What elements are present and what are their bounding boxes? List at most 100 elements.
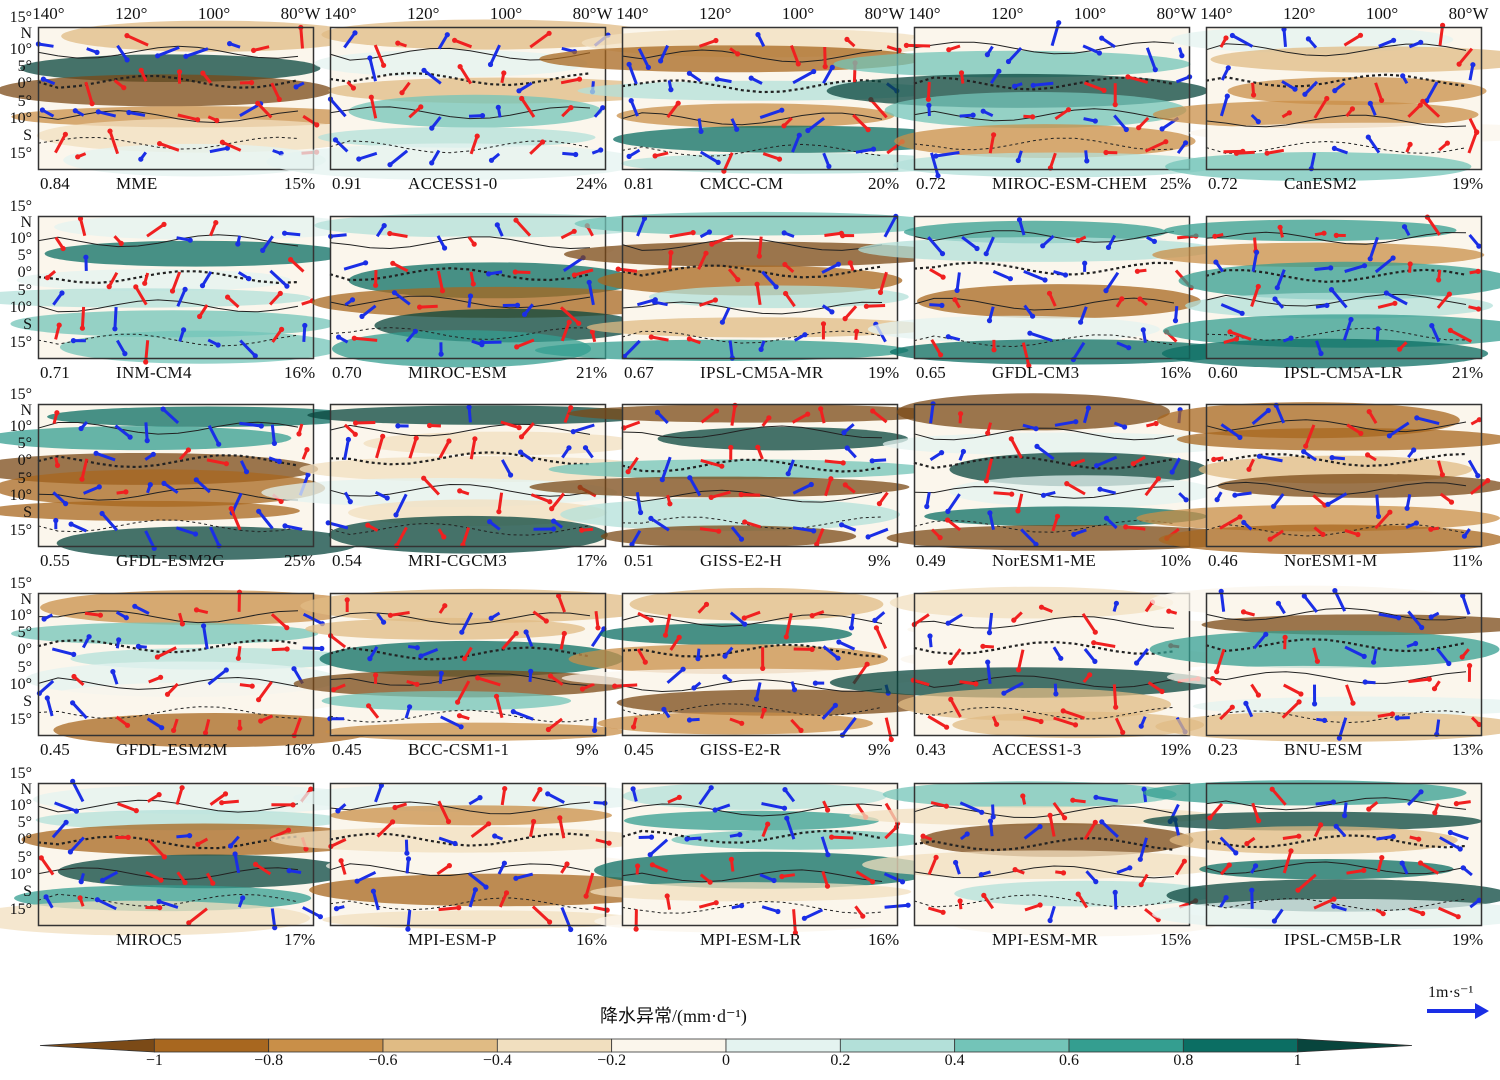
wind-arrow-head xyxy=(164,691,171,697)
wind-arrow-head xyxy=(314,122,320,128)
wind-arrow-head xyxy=(228,506,234,512)
wind-arrow-head xyxy=(479,339,485,346)
wind-arrow-head xyxy=(1324,95,1330,102)
latitude-label: 15° xyxy=(9,575,32,592)
wind-arrow xyxy=(329,634,347,649)
wind-arrow-head xyxy=(1467,663,1473,669)
percent-label: 15% xyxy=(1160,930,1192,949)
wind-arrow-head xyxy=(70,338,76,344)
wind-arrow xyxy=(1407,610,1423,629)
precip-anomaly-band xyxy=(616,103,895,128)
wind-arrow-head xyxy=(876,501,882,507)
model-name: IPSL-CM5A-LR xyxy=(1284,363,1403,382)
model-name: INM-CM4 xyxy=(116,363,192,382)
wind-arrow-head xyxy=(1397,346,1403,352)
wind-arrow-head xyxy=(1223,895,1229,901)
contour-line xyxy=(621,143,883,157)
longitude-label: 100° xyxy=(781,4,815,23)
wind-arrow-head xyxy=(835,655,841,661)
wind-arrow-head xyxy=(179,785,185,791)
wind-arrow xyxy=(1449,831,1469,841)
map-panel-canesm2 xyxy=(1152,22,1500,182)
wind-arrow xyxy=(70,522,87,533)
wind-arrow xyxy=(906,43,931,48)
precip-anomaly-band xyxy=(16,269,291,292)
wind-arrow-head xyxy=(1273,402,1279,408)
colorbar-tick-label: 0.8 xyxy=(1173,1052,1194,1069)
wind-arrow-head xyxy=(413,435,419,441)
wind-arrow xyxy=(1467,131,1479,154)
wind-arrow xyxy=(563,407,573,424)
pattern-correlation: 0.23 xyxy=(1208,740,1238,759)
wind-arrow-head xyxy=(161,480,167,486)
wind-arrow-head xyxy=(256,508,262,514)
precip-anomaly-band xyxy=(594,851,939,889)
wind-arrow-head xyxy=(659,477,665,483)
wind-arrow-head xyxy=(925,96,931,102)
wind-arrow-head xyxy=(546,30,552,36)
wind-arrow-head xyxy=(1040,492,1047,498)
wind-arrow-head xyxy=(647,852,653,858)
wind-arrow xyxy=(1283,683,1302,696)
latitude-label: 5° xyxy=(17,247,32,264)
wind-arrow xyxy=(550,492,565,510)
precip-anomaly-band xyxy=(886,524,1257,551)
wind-arrow xyxy=(209,792,227,806)
wind-arrow xyxy=(343,439,350,460)
wind-arrow xyxy=(1100,36,1116,49)
wind-arrow xyxy=(982,894,995,910)
wind-arrow-head xyxy=(256,697,262,703)
wind-arrow-head xyxy=(1137,856,1143,862)
wind-arrow xyxy=(394,493,408,516)
wind-arrow-head xyxy=(442,603,448,609)
precip-anomaly-band xyxy=(33,784,376,815)
wind-arrow-head xyxy=(1396,615,1402,621)
wind-arrow-head xyxy=(698,128,704,134)
wind-arrow-head xyxy=(70,778,76,784)
wind-arrow xyxy=(761,802,785,810)
wind-arrow xyxy=(1374,82,1384,101)
wind-arrow xyxy=(458,65,473,85)
wind-arrow-head xyxy=(1419,624,1425,631)
longitude-label: 120° xyxy=(699,4,732,23)
wind-arrow xyxy=(666,668,685,684)
wind-arrow-head xyxy=(519,95,525,102)
wind-arrow-head xyxy=(825,807,831,813)
contour-line xyxy=(1205,898,1467,912)
colorbar-segment xyxy=(611,1038,727,1053)
wind-arrow-head xyxy=(1429,323,1435,329)
wind-arrow xyxy=(1315,800,1334,806)
wind-arrow-head xyxy=(381,223,387,229)
wind-arrow xyxy=(1337,717,1348,739)
wind-arrow xyxy=(375,435,385,459)
wind-arrow-head xyxy=(522,311,528,317)
pattern-correlation: 0.43 xyxy=(916,740,946,759)
wind-arrow xyxy=(659,44,669,62)
wind-arrow-head xyxy=(649,862,655,868)
wind-arrow-head xyxy=(1125,74,1131,80)
longitude-label: 80°W xyxy=(280,4,321,23)
wind-arrow-head xyxy=(840,233,846,239)
wind-arrow-head xyxy=(755,32,761,38)
wind-arrow xyxy=(1343,34,1362,47)
wind-arrow-head xyxy=(728,444,734,451)
wind-arrow xyxy=(84,81,94,105)
wind-arrow-head xyxy=(67,849,73,855)
wind-arrow-head xyxy=(964,831,970,837)
latitude-label: N xyxy=(20,214,32,231)
map-panel-gfdl-esm2m xyxy=(11,589,377,748)
wind-arrow-head xyxy=(516,88,522,94)
contour-line xyxy=(913,615,1175,629)
wind-arrow-head xyxy=(1324,302,1330,308)
percent-label: 19% xyxy=(868,363,900,382)
wind-arrow-head xyxy=(486,271,492,277)
wind-arrow-head xyxy=(1298,691,1304,697)
wind-arrow xyxy=(927,236,944,255)
wind-arrow-head xyxy=(1072,722,1079,728)
percent-label: 9% xyxy=(868,740,891,759)
wind-arrow-head xyxy=(905,902,911,908)
latitude-label: 15° xyxy=(9,522,32,539)
wind-arrow xyxy=(1426,216,1441,236)
wind-arrow-head xyxy=(116,637,122,643)
wind-arrow-head xyxy=(213,220,219,226)
